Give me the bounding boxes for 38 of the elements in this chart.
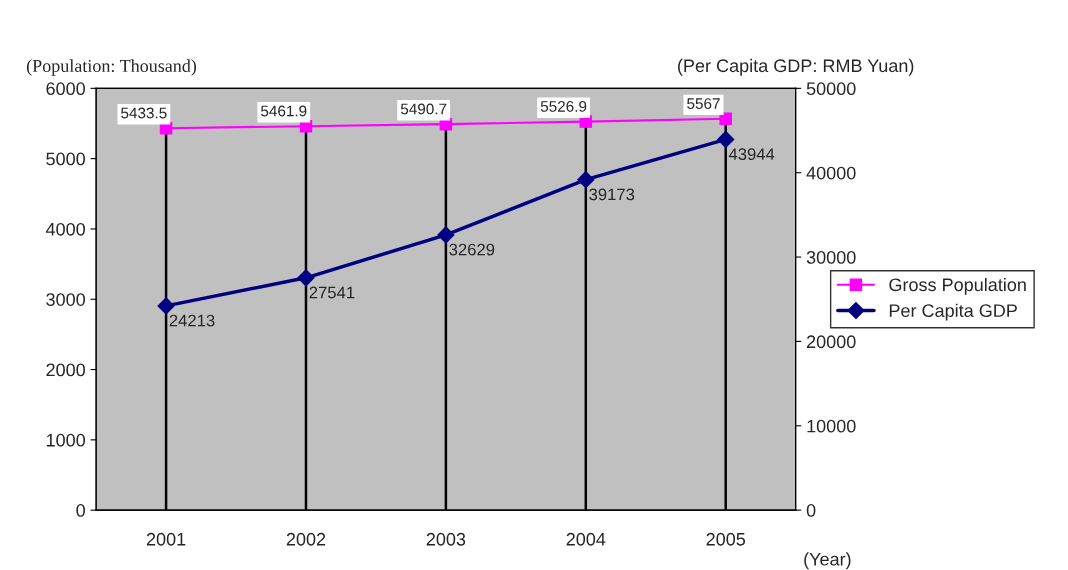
legend-label: Gross Population — [889, 277, 1026, 295]
x-tick-label: 2001 — [146, 532, 186, 546]
x-tick-label: 2004 — [566, 532, 606, 546]
y-tick-label: 1000 — [46, 433, 85, 447]
y-tick-label: 2000 — [46, 363, 85, 377]
y-tick-label: 5000 — [46, 152, 85, 166]
data-label: 5433.5 — [121, 107, 167, 119]
data-label: 43944 — [728, 148, 775, 161]
y2-tick-label: 0 — [806, 504, 816, 517]
data-label: 24213 — [169, 314, 215, 327]
data-label: 32629 — [449, 243, 495, 256]
y-tick-label: 4000 — [45, 222, 85, 236]
y2-tick-label: 50000 — [806, 82, 856, 96]
data-label: 27541 — [309, 286, 355, 299]
point — [437, 226, 455, 244]
data-label: 39173 — [589, 188, 635, 201]
data-label: 5490.7 — [400, 103, 447, 115]
x-axis-title: (Year) — [804, 552, 851, 570]
y2-axis-title: (Per Capita GDP: RMB Yuan) — [678, 58, 914, 76]
legend-label: Per Capita GDP — [889, 303, 1017, 321]
y2-tick-label: 40000 — [806, 166, 856, 180]
y2-tick-label: 20000 — [806, 335, 856, 349]
point — [577, 171, 595, 189]
y2-tick-label: 30000 — [806, 251, 856, 264]
y-tick-label: 0 — [76, 504, 85, 517]
y-axis-title: (Population: Thousand) — [26, 59, 197, 76]
x-tick-label: 2005 — [706, 532, 746, 546]
x-tick-label: 2003 — [426, 532, 466, 546]
point — [297, 269, 315, 287]
x-tick-label: 2002 — [286, 532, 326, 546]
data-label: 5526.9 — [540, 101, 587, 112]
y2-tick-label: 10000 — [807, 419, 856, 433]
y-tick-label: 6000 — [46, 82, 85, 96]
y-tick-label: 3000 — [46, 293, 85, 306]
point — [717, 130, 735, 148]
data-label: 5461.9 — [261, 105, 307, 117]
data-label: 5567 — [687, 98, 720, 109]
point — [157, 297, 175, 315]
